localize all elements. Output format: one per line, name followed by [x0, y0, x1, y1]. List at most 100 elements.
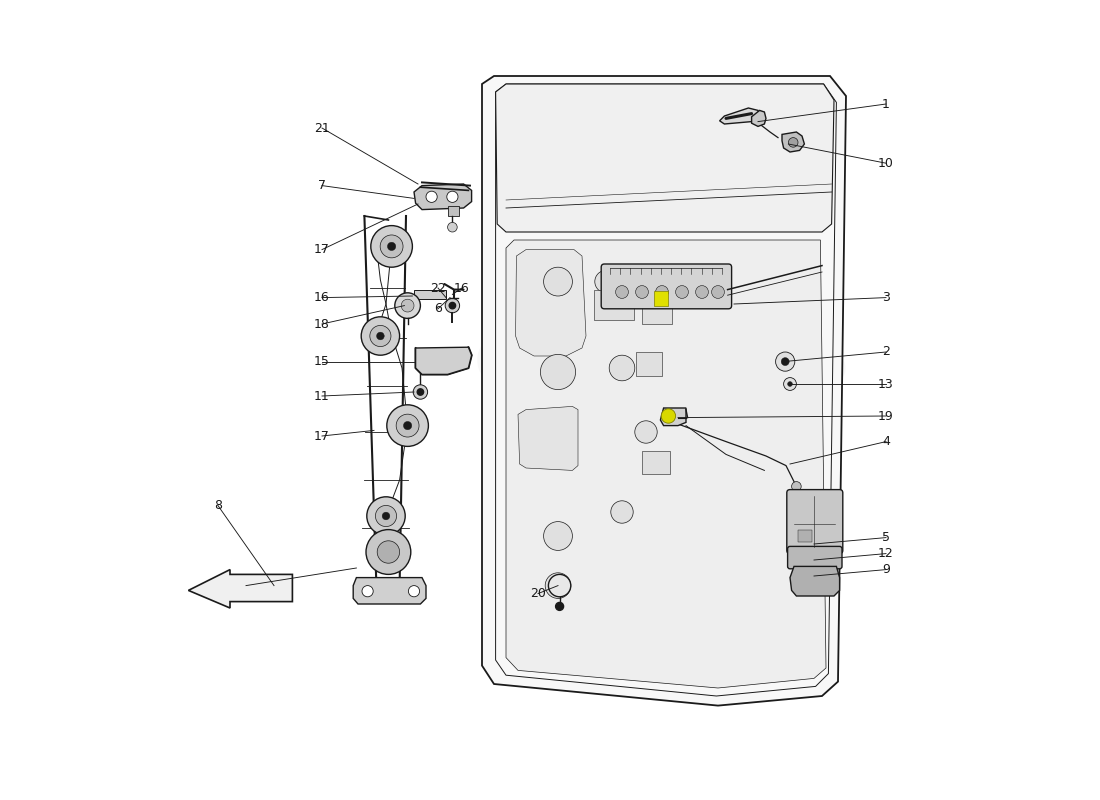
Text: 8: 8 [214, 499, 222, 512]
FancyBboxPatch shape [786, 490, 843, 554]
Circle shape [609, 355, 635, 381]
Circle shape [396, 414, 419, 437]
Bar [637, 352, 662, 376]
Circle shape [395, 293, 420, 318]
Text: 4: 4 [882, 435, 890, 448]
Circle shape [426, 191, 437, 202]
Text: 16: 16 [315, 291, 330, 304]
Circle shape [543, 267, 572, 296]
Bar [642, 304, 672, 324]
Polygon shape [790, 566, 839, 596]
Circle shape [366, 530, 410, 574]
Circle shape [404, 422, 411, 430]
Circle shape [546, 573, 571, 598]
Polygon shape [660, 408, 686, 426]
Polygon shape [496, 84, 834, 232]
Circle shape [661, 409, 675, 423]
Text: 15: 15 [315, 355, 330, 368]
Circle shape [695, 286, 708, 298]
Circle shape [792, 482, 801, 491]
Circle shape [540, 354, 575, 390]
Circle shape [370, 326, 390, 346]
Polygon shape [719, 108, 760, 124]
Circle shape [595, 270, 617, 293]
Circle shape [381, 235, 403, 258]
Circle shape [387, 405, 428, 446]
Polygon shape [516, 250, 586, 356]
Polygon shape [506, 240, 826, 688]
Text: 1: 1 [882, 98, 890, 110]
Circle shape [556, 602, 563, 610]
Text: 22: 22 [430, 282, 446, 294]
Text: 16: 16 [454, 282, 470, 294]
Circle shape [408, 586, 419, 597]
Circle shape [543, 434, 572, 462]
Circle shape [377, 541, 399, 563]
Bar [654, 291, 669, 306]
FancyBboxPatch shape [788, 546, 842, 569]
Bar [594, 290, 634, 320]
Text: 19: 19 [878, 410, 894, 422]
Text: 11: 11 [315, 390, 330, 402]
Circle shape [447, 191, 458, 202]
Circle shape [449, 302, 455, 309]
Circle shape [635, 421, 657, 443]
Circle shape [361, 317, 399, 355]
Circle shape [387, 242, 396, 250]
Text: 10: 10 [878, 157, 894, 170]
Circle shape [783, 378, 796, 390]
Polygon shape [353, 578, 426, 604]
Bar [414, 290, 446, 299]
Text: 18: 18 [315, 318, 330, 330]
Circle shape [376, 332, 384, 340]
Bar [642, 451, 670, 474]
Circle shape [417, 389, 424, 395]
Text: 3: 3 [882, 291, 890, 304]
Polygon shape [188, 570, 293, 608]
Circle shape [788, 382, 792, 386]
Circle shape [543, 522, 572, 550]
Polygon shape [482, 76, 846, 706]
Circle shape [675, 286, 689, 298]
Polygon shape [416, 347, 472, 374]
Polygon shape [414, 184, 472, 210]
Text: 9: 9 [882, 563, 890, 576]
Text: 7: 7 [318, 179, 326, 192]
Text: PARTS: PARTS [569, 382, 756, 434]
Circle shape [366, 497, 405, 535]
Bar [798, 530, 813, 542]
Text: eurocars: eurocars [474, 323, 850, 397]
Circle shape [636, 286, 648, 298]
Text: 17: 17 [315, 430, 330, 442]
Circle shape [712, 286, 725, 298]
Circle shape [776, 352, 795, 371]
Circle shape [446, 298, 460, 313]
Polygon shape [518, 406, 578, 470]
Text: 2: 2 [882, 346, 890, 358]
Text: 12: 12 [878, 547, 894, 560]
Text: 5: 5 [882, 531, 890, 544]
Circle shape [616, 286, 628, 298]
Circle shape [448, 222, 458, 232]
Circle shape [371, 226, 412, 267]
Circle shape [402, 299, 414, 312]
Polygon shape [782, 132, 804, 152]
Circle shape [781, 358, 789, 366]
Circle shape [789, 138, 797, 147]
Text: 21: 21 [315, 122, 330, 134]
Text: since 1985: since 1985 [671, 485, 781, 555]
Bar [448, 206, 459, 216]
FancyBboxPatch shape [602, 264, 732, 309]
Text: 13: 13 [878, 378, 894, 390]
Text: a passion for parts: a passion for parts [506, 422, 714, 546]
Text: 20: 20 [530, 587, 546, 600]
Polygon shape [751, 110, 766, 126]
Text: 17: 17 [315, 243, 330, 256]
Circle shape [362, 586, 373, 597]
Text: 6: 6 [434, 302, 442, 315]
Circle shape [382, 512, 389, 520]
Circle shape [549, 574, 571, 597]
Circle shape [656, 286, 669, 298]
Circle shape [414, 385, 428, 399]
Circle shape [610, 501, 634, 523]
